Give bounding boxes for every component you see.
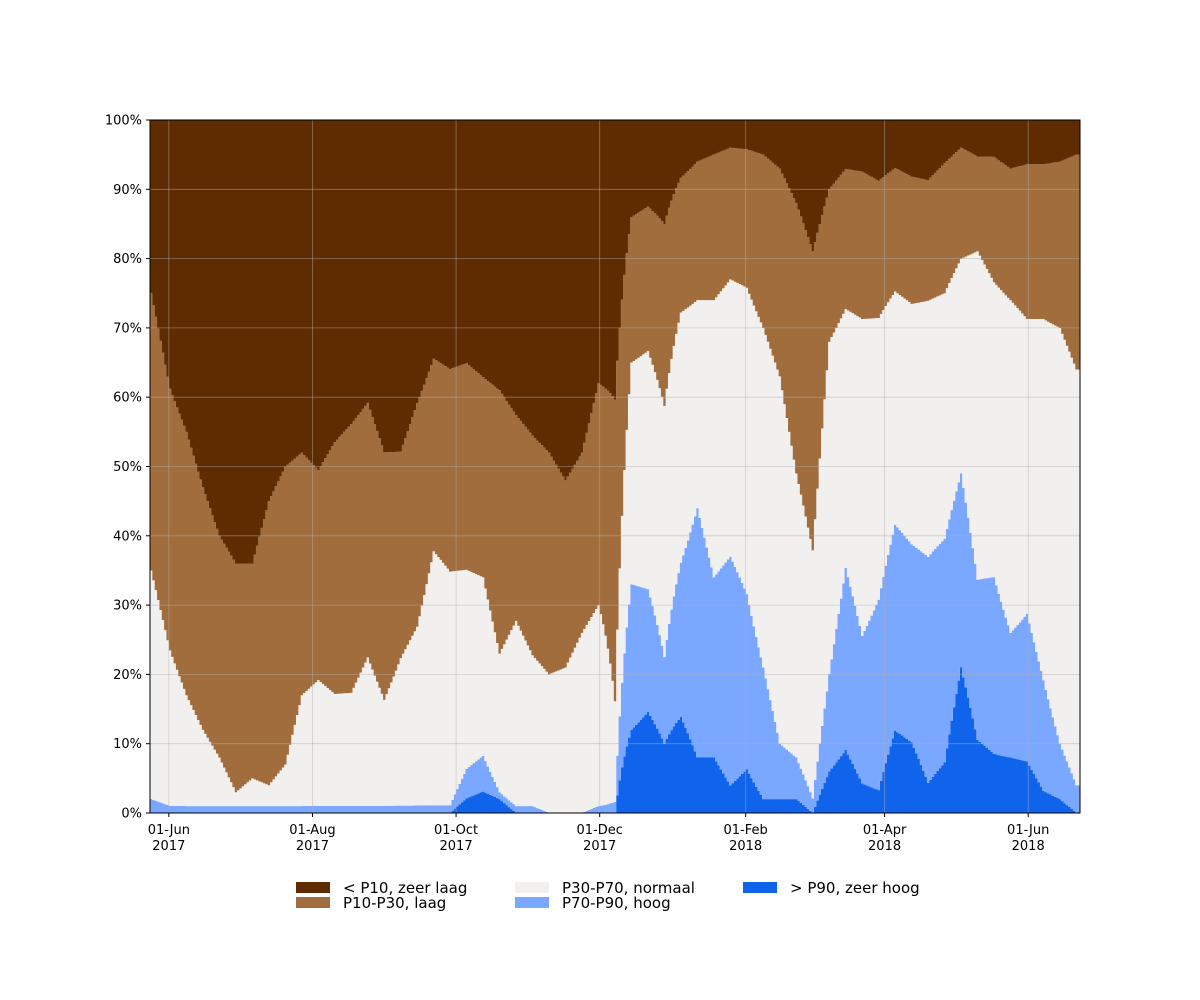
x-tick-year: 2017 — [440, 839, 473, 854]
area-p10-zeer-laag — [150, 120, 1080, 564]
y-axis: 0% 10% 20% 30% 40% 50% 60% 70% 80% 90% 100% — [105, 114, 150, 822]
y-tick-label: 70% — [113, 321, 142, 336]
y-tick-label: 50% — [113, 460, 142, 475]
legend-item-p10-zeer-laag: < P10, zeer laag — [296, 879, 467, 897]
y-tick-label: 80% — [113, 252, 142, 267]
series-areas — [150, 120, 1080, 813]
legend-swatch — [296, 882, 330, 893]
x-tick-label: 01-Feb — [724, 823, 768, 838]
legend-item-p90-zeer-hoog: > P90, zeer hoog — [743, 879, 920, 897]
x-tick-label: 01-Apr — [863, 823, 907, 838]
legend-item-p10-p30-laag: P10-P30, laag — [296, 894, 446, 912]
legend-label: P70-P90, hoog — [562, 894, 671, 912]
legend-label: < P10, zeer laag — [343, 879, 467, 897]
legend-item-p30-p70-normaal: P30-P70, normaal — [515, 879, 695, 897]
x-tick-label: 01-Aug — [289, 823, 335, 838]
x-tick-year: 2018 — [1012, 839, 1045, 854]
x-tick-label: 01-Jun — [1007, 823, 1049, 838]
x-tick-year: 2018 — [868, 839, 901, 854]
y-tick-label: 90% — [113, 183, 142, 198]
x-tick-year: 2017 — [152, 839, 185, 854]
y-tick-label: 20% — [113, 668, 142, 683]
legend-swatch — [296, 897, 330, 908]
y-tick-label: 10% — [113, 737, 142, 752]
y-tick-label: 0% — [121, 807, 142, 822]
x-tick-year: 2018 — [729, 839, 762, 854]
area-p30-p70-normaal — [150, 251, 1080, 813]
x-tick-label: 01-Jun — [148, 823, 190, 838]
x-tick-year: 2017 — [583, 839, 616, 854]
y-tick-label: 30% — [113, 599, 142, 614]
x-tick-year: 2017 — [296, 839, 329, 854]
area-p90-zeer-hoog — [150, 667, 1080, 813]
legend-label: P30-P70, normaal — [562, 879, 695, 897]
y-tick-label: 100% — [105, 114, 142, 129]
y-tick-label: 60% — [113, 391, 142, 406]
legend-label: > P90, zeer hoog — [790, 879, 920, 897]
y-tick-label: 40% — [113, 529, 142, 544]
x-tick-label: 01-Dec — [577, 823, 623, 838]
x-axis: 01-Jun201701-Aug201701-Oct201701-Dec2017… — [148, 813, 1049, 854]
legend-label: P10-P30, laag — [343, 894, 446, 912]
area-p10-p30-laag — [150, 147, 1080, 793]
legend-swatch — [515, 882, 549, 893]
legend-item-p70-p90-hoog: P70-P90, hoog — [515, 894, 671, 912]
legend-swatch — [743, 882, 777, 893]
legend-swatch — [515, 897, 549, 908]
x-tick-label: 01-Oct — [434, 823, 478, 838]
area-p70-p90-hoog — [150, 473, 1080, 813]
